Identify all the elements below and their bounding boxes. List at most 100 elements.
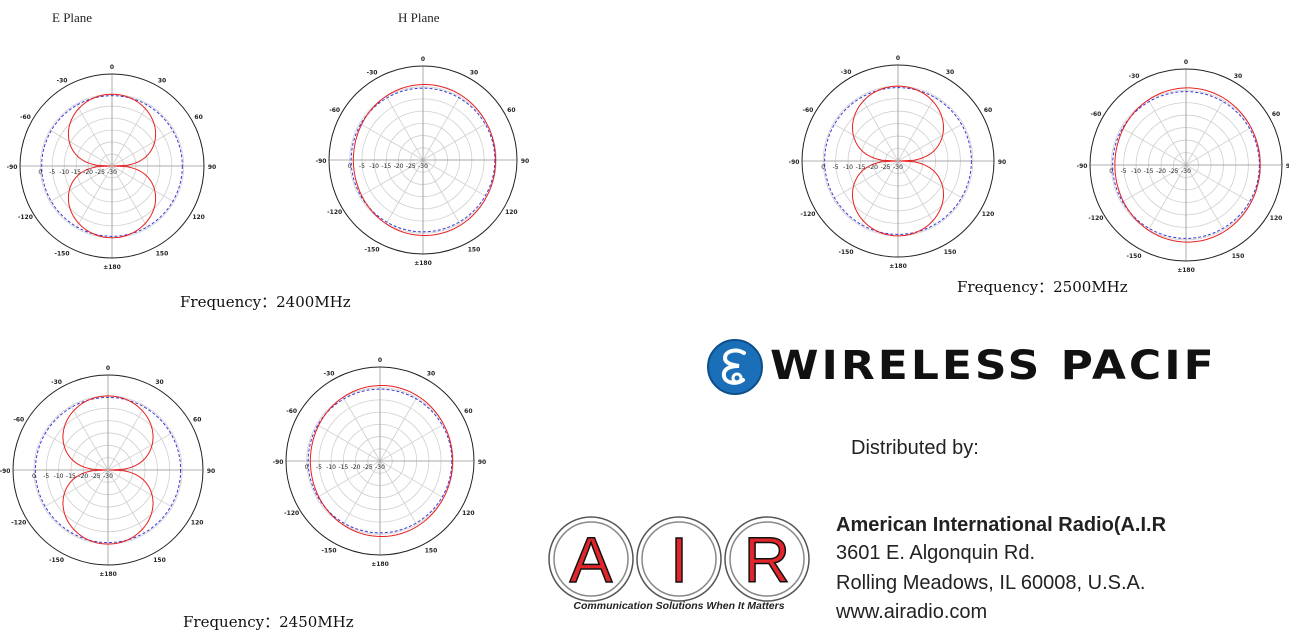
angle-label: 0 <box>896 55 900 62</box>
distributor-company-name: American International Radio(A.I.R <box>836 514 1167 536</box>
frequency-caption-2500: Frequency：2500MHz <box>957 276 1128 297</box>
reference-pattern <box>824 87 972 235</box>
grid-spoke <box>379 460 444 499</box>
grid-spoke <box>897 123 964 162</box>
reference-pattern <box>307 388 453 534</box>
radial-label: 0 <box>1109 168 1113 175</box>
angle-label: 30 <box>155 379 163 386</box>
angle-label: -90 <box>7 164 18 171</box>
grid-spoke <box>70 469 109 535</box>
angle-label: 120 <box>505 209 518 216</box>
radial-label: -25 <box>363 464 373 471</box>
frequency-caption-2450: Frequency：2450MHz <box>183 611 354 632</box>
grid-spoke <box>107 469 146 535</box>
grid-spoke <box>111 103 149 167</box>
grid-spoke <box>49 129 113 167</box>
radial-label: -5 <box>43 473 49 480</box>
grid-spoke <box>422 159 487 198</box>
air-logo-letter-r: R <box>744 524 790 596</box>
radial-label: -30 <box>1181 168 1191 175</box>
angle-label: 120 <box>1270 215 1283 222</box>
frequency-value: 2450MHz <box>279 613 354 631</box>
radial-label: -15 <box>381 163 391 170</box>
grid-spoke <box>1120 164 1187 203</box>
frequency-value: 2500MHz <box>1053 278 1128 296</box>
angle-label: -90 <box>789 159 800 166</box>
distributor-website[interactable]: www.airadio.com <box>836 601 988 623</box>
grid-spoke <box>422 122 487 161</box>
grid-spoke <box>342 397 381 462</box>
polar-plot-2500-e-plane: 0 30 60 90 120 150 ±180 -150 -120 -90 -60 -30 0 -5 -10… <box>789 55 1007 270</box>
radial-label: -15 <box>66 473 76 480</box>
radial-label: -25 <box>95 169 105 176</box>
radial-label: -15 <box>1144 168 1154 175</box>
angle-label: -150 <box>321 547 336 554</box>
radial-label: 0 <box>305 464 309 471</box>
frequency-label: Frequency： <box>957 278 1054 296</box>
angle-label: 90 <box>1286 163 1289 170</box>
angle-label: -60 <box>1091 111 1102 118</box>
radial-label: -5 <box>316 464 322 471</box>
radial-label: -30 <box>375 464 385 471</box>
grid-spoke <box>107 405 146 471</box>
angle-label: -150 <box>838 249 853 256</box>
frequency-caption-2400: Frequency：2400MHz <box>180 291 351 312</box>
angle-label: -120 <box>18 214 33 221</box>
grid-spoke <box>1185 99 1224 166</box>
outer-ring <box>19 73 205 259</box>
reference-pattern <box>34 396 182 544</box>
angle-label: 30 <box>1234 73 1242 80</box>
angle-label: 90 <box>207 468 215 475</box>
angle-label: ±180 <box>99 571 117 578</box>
outer-ring <box>12 374 204 566</box>
radial-label: -30 <box>103 473 113 480</box>
grid-spoke <box>1120 127 1187 166</box>
grid-spoke <box>385 159 424 224</box>
angle-label: ±180 <box>889 263 907 270</box>
outer-ring <box>1089 68 1283 262</box>
radial-label: -10 <box>54 473 64 480</box>
frequency-label: Frequency： <box>180 293 277 311</box>
angle-label: -60 <box>13 417 24 424</box>
angle-label: -30 <box>367 70 378 77</box>
angle-label: 0 <box>1184 59 1188 66</box>
angle-label: 60 <box>194 114 202 121</box>
radial-label: -10 <box>843 164 853 171</box>
angle-label: 60 <box>507 107 515 114</box>
angle-label: -30 <box>324 371 335 378</box>
reference-pattern <box>1112 91 1260 239</box>
radial-label: -5 <box>1121 168 1127 175</box>
wireless-pacific-logo-icon <box>707 339 763 395</box>
radial-label: -5 <box>49 169 55 176</box>
grid-spoke <box>1148 164 1187 231</box>
outer-ring <box>285 366 475 556</box>
e-plane-label: E Plane <box>52 10 93 25</box>
grid-spoke <box>75 103 113 167</box>
grid-spoke <box>385 96 424 161</box>
angle-label: -150 <box>54 251 69 258</box>
grid-spoke <box>422 96 461 161</box>
angle-label: 150 <box>944 249 957 256</box>
angle-label: -60 <box>803 107 814 114</box>
grid-spoke <box>897 95 936 162</box>
measured-pattern <box>62 395 154 545</box>
radial-label: -30 <box>893 164 903 171</box>
radial-label: -25 <box>1169 168 1179 175</box>
angle-label: 0 <box>110 64 114 71</box>
angle-label: 150 <box>1232 253 1245 260</box>
angle-label: 120 <box>191 520 204 527</box>
grid-spoke <box>107 469 173 508</box>
air-logo-letter-i: I <box>670 524 688 596</box>
grid-spoke <box>860 95 899 162</box>
angle-label: 30 <box>946 69 954 76</box>
grid-spoke <box>422 159 461 224</box>
radial-label: -25 <box>881 164 891 171</box>
angle-label: ±180 <box>1177 267 1195 274</box>
grid-spoke <box>1148 99 1187 166</box>
angle-label: ±180 <box>414 260 432 267</box>
grid-spoke <box>832 123 899 162</box>
air-tagline: Communication Solutions When It Matters <box>573 600 785 612</box>
radial-label: 0 <box>32 473 36 480</box>
angle-label: -60 <box>329 107 340 114</box>
radial-label: -20 <box>83 169 93 176</box>
